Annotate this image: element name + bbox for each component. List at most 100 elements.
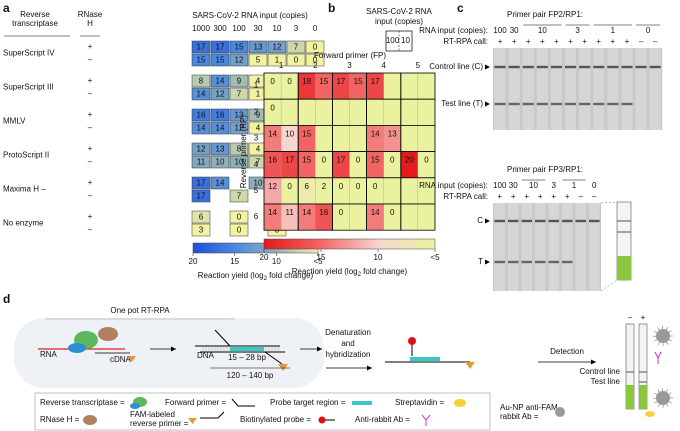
call-sign: + (596, 37, 601, 46)
call-sign: + (582, 37, 587, 46)
cell-value: 4 (256, 145, 261, 154)
cell-value: 17 (197, 43, 206, 52)
target-region (230, 347, 264, 351)
cell-value: 8 (199, 77, 204, 86)
test-line-label: Test line (591, 377, 621, 386)
band (494, 65, 506, 69)
cell-value: 17 (336, 156, 345, 165)
empty-cell (332, 125, 350, 152)
strip (536, 48, 548, 130)
empty-cell (400, 125, 419, 152)
cell-value: 7 (237, 192, 242, 201)
call-sign: – (639, 37, 644, 46)
heatmap-cell (191, 210, 211, 224)
cell-value: 8 (237, 145, 242, 154)
fp-label: 1 (279, 61, 284, 70)
input-value: 10 (538, 26, 547, 35)
colorbar-tick-label: 20 (189, 257, 198, 266)
au-np-spike (654, 339, 658, 342)
heatmap-cell (229, 40, 249, 54)
empty-cell (383, 99, 401, 126)
heatmap-cell (210, 108, 230, 122)
panel-label: c (457, 1, 464, 15)
cell-value: 12 (268, 182, 277, 191)
pointer (485, 259, 490, 265)
call-sign: + (540, 37, 545, 46)
colorbar-tick-label: <5 (313, 257, 323, 266)
cell-value: 17 (197, 192, 206, 201)
heatmap-cell (191, 87, 211, 101)
rnase-sign: – (88, 123, 93, 132)
rt-icon-2 (68, 343, 86, 353)
heatmap-cell (210, 121, 230, 135)
input-value: 100 (493, 181, 507, 190)
cell-value: 10 (235, 158, 244, 167)
cell-value: 0 (356, 156, 361, 165)
call-sign: + (498, 37, 503, 46)
label-text: fold change) (361, 267, 408, 276)
cell-value: 0 (287, 182, 292, 191)
heatmap-cell (229, 121, 249, 135)
empty-cell (349, 203, 367, 231)
label-sub: 2 (358, 272, 362, 278)
legend-title: SARS-CoV-2 RNA (366, 7, 432, 16)
strip (508, 203, 519, 291)
strip (607, 48, 619, 130)
band (562, 260, 573, 264)
au-np-spike (666, 327, 668, 330)
axis-title: Reverse primer (RP) (239, 115, 248, 189)
band (565, 65, 577, 69)
cell-value: 14 (216, 179, 225, 188)
biotin-icon (318, 416, 326, 424)
cell-value: 13 (216, 145, 225, 154)
legend-text: 100 (386, 36, 400, 45)
colorbar-tick-label: 20 (260, 253, 269, 262)
fp-label: 4 (381, 61, 386, 70)
strip (508, 48, 520, 130)
cell-value: 13 (235, 111, 244, 120)
rnase-sign: – (88, 157, 93, 166)
legend-title: input (copies) (375, 17, 423, 26)
amplicon-length: 120 – 140 bp (227, 371, 274, 380)
cell-value: 20 (405, 156, 414, 165)
strip (579, 48, 591, 130)
heatmap-cell (248, 40, 268, 54)
arrow-head (171, 346, 176, 352)
rp-label: 4 (254, 160, 259, 169)
call-label: RT-RPA call: (443, 37, 488, 46)
cell-value: 12 (235, 124, 244, 133)
column-header: Reverse (20, 10, 50, 19)
fp-label: 2 (313, 61, 318, 70)
band (579, 102, 591, 106)
strip (535, 203, 546, 291)
call-sign: + (551, 192, 556, 201)
cell-value: 6 (199, 213, 204, 222)
blot-title: Primer pair FP3/RP1: (507, 165, 583, 174)
fam-icon (465, 362, 475, 369)
column-header: RNase (78, 10, 103, 19)
call-label: RT-RPA call: (443, 192, 488, 201)
band (635, 65, 647, 69)
empty-cell (349, 125, 367, 152)
fp-label: 3 (347, 61, 352, 70)
label-text: fold change) (267, 271, 314, 280)
guide (600, 279, 618, 292)
column-header: H (87, 19, 93, 28)
band (535, 260, 546, 264)
heatmap-cell (229, 87, 249, 101)
rnase-sign: + (88, 110, 93, 119)
call-sign: – (653, 37, 658, 46)
fp-label: 5 (416, 61, 421, 70)
test-label: Test line (T) (441, 99, 483, 108)
cell-value: 9 (256, 111, 261, 120)
cell-value: 15 (302, 156, 311, 165)
band (589, 219, 600, 223)
pointer (485, 218, 490, 224)
cell-value: 17 (371, 77, 380, 86)
control-line-label: Control line (580, 367, 621, 376)
rp-label: 2 (254, 107, 259, 116)
au-np-spike (657, 327, 660, 331)
cell-value: 15 (197, 56, 206, 65)
empty-cell (400, 177, 419, 205)
